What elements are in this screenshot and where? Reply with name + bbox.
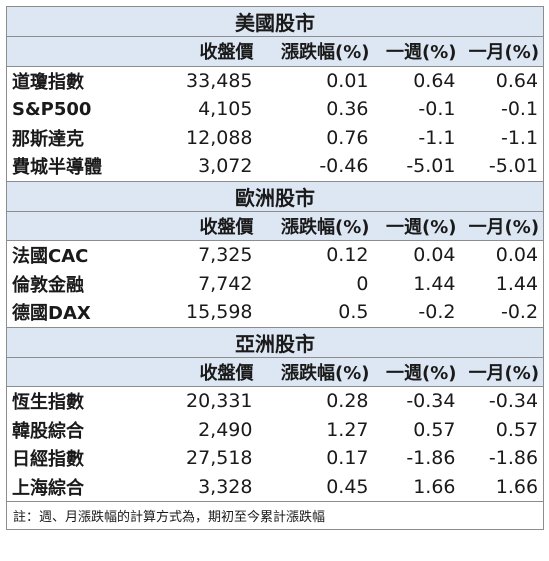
- index-name: 道瓊指數: [6, 66, 160, 95]
- change-value: 0.28: [257, 386, 374, 416]
- week-value: -5.01: [373, 152, 461, 182]
- index-name: 日經指數: [6, 444, 160, 473]
- table-row: 恆生指數 20,331 0.28 -0.34 -0.34: [6, 386, 545, 416]
- close-value: 33,485: [159, 66, 258, 95]
- column-header-row: 收盤價 漲跌幅(%) 一週(%) 一月(%): [6, 36, 545, 67]
- month-value: -0.34: [460, 386, 545, 416]
- column-header-week: 一週(%): [373, 36, 461, 67]
- month-value: -0.2: [460, 298, 545, 328]
- month-value: -1.86: [460, 444, 545, 473]
- close-value: 7,742: [159, 269, 258, 298]
- footnote-row: 註：週、月漲跌幅的計算方式為，期初至今累計漲跌幅: [5, 501, 545, 530]
- index-name: 上海綜合: [6, 472, 160, 502]
- month-value: -1.1: [460, 123, 545, 152]
- index-name: S&P500: [6, 95, 160, 124]
- index-name: 德國DAX: [6, 298, 160, 328]
- table-row: 道瓊指數 33,485 0.01 0.64 0.64: [6, 66, 545, 95]
- section-header-us: 美國股市: [5, 6, 545, 37]
- week-value: 0.04: [373, 240, 461, 270]
- month-value: 1.44: [460, 269, 545, 298]
- change-value: 0.76: [257, 123, 374, 152]
- column-header-change: 漲跌幅(%): [257, 36, 374, 67]
- week-value: -0.2: [373, 298, 461, 328]
- section-header-europe: 歐洲股市: [5, 180, 545, 212]
- table-row: S&P500 4,105 0.36 -0.1 -0.1: [6, 95, 545, 124]
- column-header-change: 漲跌幅(%): [257, 356, 374, 387]
- index-name: 法國CAC: [6, 240, 160, 270]
- change-value: 1.27: [257, 415, 374, 444]
- close-value: 7,325: [159, 240, 258, 270]
- table-row: 費城半導體 3,072 -0.46 -5.01 -5.01: [6, 152, 545, 182]
- index-name: 倫敦金融: [6, 269, 160, 298]
- column-header-row: 收盤價 漲跌幅(%) 一週(%) 一月(%): [6, 210, 545, 241]
- change-value: 0: [257, 269, 374, 298]
- month-value: 1.66: [460, 472, 545, 502]
- week-value: 1.44: [373, 269, 461, 298]
- column-header-month: 一月(%): [460, 36, 545, 67]
- week-value: -0.1: [373, 95, 461, 124]
- column-header-row: 收盤價 漲跌幅(%) 一週(%) 一月(%): [6, 356, 545, 387]
- month-value: 0.57: [460, 415, 545, 444]
- section-title: 歐洲股市: [5, 180, 545, 212]
- change-value: 0.36: [257, 95, 374, 124]
- close-value: 4,105: [159, 95, 258, 124]
- close-value: 27,518: [159, 444, 258, 473]
- close-value: 2,490: [159, 415, 258, 444]
- section-header-asia: 亞洲股市: [5, 326, 545, 358]
- change-value: 0.01: [257, 66, 374, 95]
- change-value: 0.17: [257, 444, 374, 473]
- change-value: 0.12: [257, 240, 374, 270]
- index-name: 韓股綜合: [6, 415, 160, 444]
- table-row: 那斯達克 12,088 0.76 -1.1 -1.1: [6, 123, 545, 152]
- column-header-close: 收盤價: [159, 210, 258, 241]
- month-value: -0.1: [460, 95, 545, 124]
- month-value: 0.64: [460, 66, 545, 95]
- week-value: 0.57: [373, 415, 461, 444]
- table-row: 德國DAX 15,598 0.5 -0.2 -0.2: [6, 298, 545, 328]
- close-value: 20,331: [159, 386, 258, 416]
- section-title: 美國股市: [5, 6, 545, 37]
- column-header-week: 一週(%): [373, 210, 461, 241]
- close-value: 3,328: [159, 472, 258, 502]
- stock-market-table: 美國股市 收盤價 漲跌幅(%) 一週(%) 一月(%) 道瓊指數 33,485 …: [5, 6, 545, 530]
- index-name: 那斯達克: [6, 123, 160, 152]
- week-value: 1.66: [373, 472, 461, 502]
- close-value: 12,088: [159, 123, 258, 152]
- footnote: 註：週、月漲跌幅的計算方式為，期初至今累計漲跌幅: [5, 501, 545, 530]
- column-header-change: 漲跌幅(%): [257, 210, 374, 241]
- column-header-close: 收盤價: [159, 356, 258, 387]
- table-row: 上海綜合 3,328 0.45 1.66 1.66: [6, 472, 545, 502]
- column-header-blank: [6, 36, 160, 67]
- column-header-blank: [6, 356, 160, 387]
- change-value: 0.45: [257, 472, 374, 502]
- table-row: 法國CAC 7,325 0.12 0.04 0.04: [6, 240, 545, 270]
- column-header-month: 一月(%): [460, 210, 545, 241]
- index-name: 費城半導體: [6, 152, 160, 182]
- month-value: -5.01: [460, 152, 545, 182]
- close-value: 3,072: [159, 152, 258, 182]
- week-value: -1.86: [373, 444, 461, 473]
- week-value: -1.1: [373, 123, 461, 152]
- week-value: 0.64: [373, 66, 461, 95]
- change-value: -0.46: [257, 152, 374, 182]
- market-table-container: 美國股市 收盤價 漲跌幅(%) 一週(%) 一月(%) 道瓊指數 33,485 …: [5, 6, 545, 530]
- column-header-week: 一週(%): [373, 356, 461, 387]
- week-value: -0.34: [373, 386, 461, 416]
- month-value: 0.04: [460, 240, 545, 270]
- column-header-close: 收盤價: [159, 36, 258, 67]
- table-row: 倫敦金融 7,742 0 1.44 1.44: [6, 269, 545, 298]
- table-row: 韓股綜合 2,490 1.27 0.57 0.57: [6, 415, 545, 444]
- index-name: 恆生指數: [6, 386, 160, 416]
- change-value: 0.5: [257, 298, 374, 328]
- section-title: 亞洲股市: [5, 326, 545, 358]
- column-header-blank: [6, 210, 160, 241]
- table-row: 日經指數 27,518 0.17 -1.86 -1.86: [6, 444, 545, 473]
- column-header-month: 一月(%): [460, 356, 545, 387]
- close-value: 15,598: [159, 298, 258, 328]
